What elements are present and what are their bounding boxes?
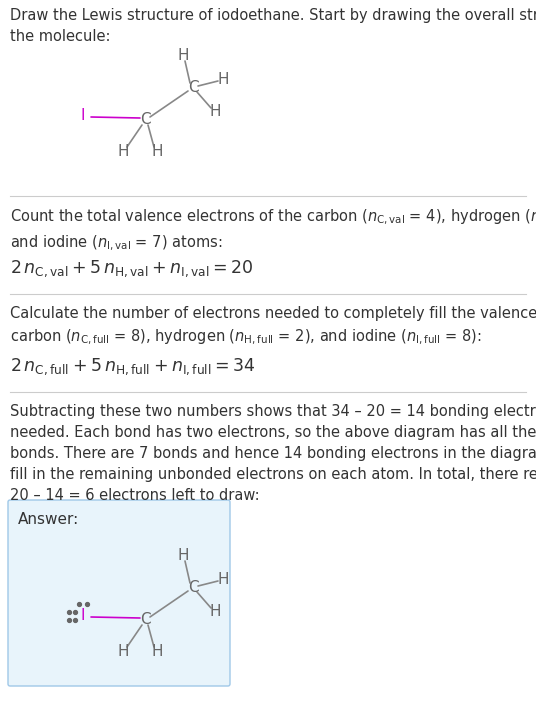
- Text: I: I: [81, 109, 85, 124]
- Text: I: I: [81, 608, 85, 624]
- FancyBboxPatch shape: [8, 500, 230, 686]
- Text: Subtracting these two numbers shows that 34 – 20 = 14 bonding electrons are
need: Subtracting these two numbers shows that…: [10, 404, 536, 503]
- Text: C: C: [140, 112, 150, 127]
- Text: Count the total valence electrons of the carbon ($n_{\mathrm{C,val}}$ = 4), hydr: Count the total valence electrons of the…: [10, 208, 536, 253]
- Text: Calculate the number of electrons needed to completely fill the valence shells f: Calculate the number of electrons needed…: [10, 306, 536, 347]
- Text: H: H: [117, 644, 129, 660]
- Text: H: H: [151, 644, 163, 660]
- Text: H: H: [209, 104, 221, 120]
- Text: H: H: [177, 549, 189, 564]
- Text: H: H: [117, 145, 129, 160]
- Text: $2\,n_{\mathrm{C,full}} + 5\,n_{\mathrm{H,full}} + n_{\mathrm{I,full}} = 34$: $2\,n_{\mathrm{C,full}} + 5\,n_{\mathrm{…: [10, 356, 256, 377]
- Text: Answer:: Answer:: [18, 512, 79, 527]
- Text: Draw the Lewis structure of iodoethane. Start by drawing the overall structure o: Draw the Lewis structure of iodoethane. …: [10, 8, 536, 44]
- Text: H: H: [177, 48, 189, 63]
- Text: C: C: [188, 580, 198, 595]
- Text: $2\,n_{\mathrm{C,val}} + 5\,n_{\mathrm{H,val}} + n_{\mathrm{I,val}} = 20$: $2\,n_{\mathrm{C,val}} + 5\,n_{\mathrm{H…: [10, 258, 253, 279]
- Text: H: H: [151, 145, 163, 160]
- Text: H: H: [217, 572, 229, 588]
- Text: C: C: [140, 613, 150, 628]
- Text: H: H: [217, 73, 229, 88]
- Text: C: C: [188, 81, 198, 96]
- Text: H: H: [209, 605, 221, 619]
